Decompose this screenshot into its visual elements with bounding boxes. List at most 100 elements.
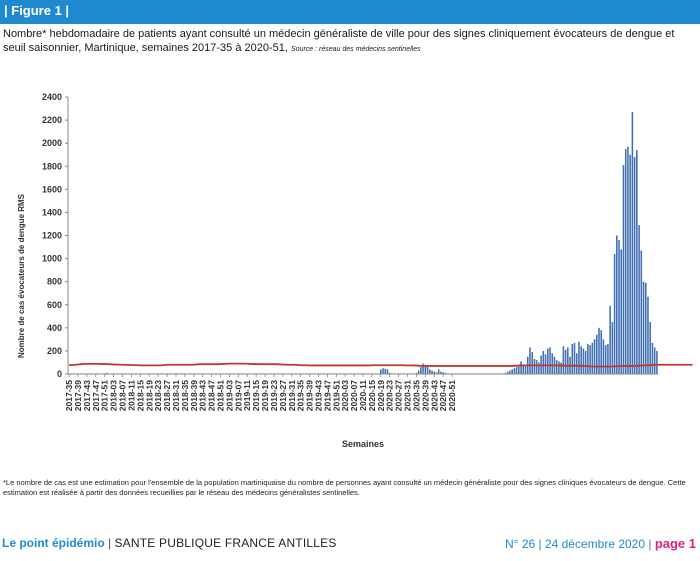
bar	[589, 345, 591, 374]
bar	[509, 370, 511, 374]
page-footer: Le point épidémio | SANTE PUBLIQUE FRANC…	[0, 536, 700, 554]
x-tick-label: 2020-15	[367, 380, 377, 411]
x-tick-label: 2017-35	[64, 380, 74, 411]
y-tick-label: 1400	[42, 207, 62, 217]
x-tick-label: 2018-31	[171, 380, 181, 411]
bar	[388, 372, 391, 374]
bar	[531, 352, 533, 374]
bar	[609, 305, 611, 374]
bar	[533, 359, 536, 374]
x-tick-label: 2017-39	[73, 380, 83, 411]
bar	[538, 362, 540, 374]
x-tick-label: 2017-51	[100, 380, 110, 411]
bar	[647, 296, 649, 374]
y-tick-label: 1600	[42, 184, 62, 194]
dengue-weekly-chart: 0 200 400 600 800 1000 1200 1400 1600 1800 2000 220…	[17, 92, 693, 449]
x-tick-label: 2020-39	[420, 380, 430, 411]
bar	[598, 327, 600, 374]
x-tick-label: 2018-47	[207, 380, 217, 411]
x-tick-label: 2018-03	[109, 380, 119, 411]
y-tick-label: 1200	[42, 231, 62, 241]
x-tick-label: 2020-27	[394, 380, 404, 411]
y-tick-label: 0	[57, 369, 62, 379]
x-tick-label: 2018-11	[126, 380, 136, 411]
x-tick-label: 2018-07	[118, 380, 128, 411]
bar	[529, 347, 531, 374]
y-tick-label: 600	[47, 300, 62, 310]
issue-info: N° 26 | 24 décembre 2020 |	[505, 537, 655, 551]
bar	[613, 253, 616, 374]
x-tick-label: 2020-47	[438, 380, 448, 411]
organization-name: SANTE PUBLIQUE FRANCE ANTILLES	[114, 536, 337, 550]
x-tick-label: 2020-11	[358, 380, 368, 411]
bar	[506, 371, 509, 374]
x-tick-label: 2019-15	[251, 380, 261, 411]
bar	[636, 150, 638, 374]
footer-separator: |	[104, 536, 115, 550]
x-tick-label: 2018-27	[162, 380, 172, 411]
x-tick-label: 2019-35	[296, 380, 306, 411]
bar	[515, 367, 518, 374]
y-axis: 0 200 400 600 800 1000 1200 1400 1600 1800 2000 220…	[42, 92, 69, 379]
y-tick-label: 200	[47, 346, 62, 356]
bar	[631, 112, 634, 374]
bar	[426, 367, 429, 374]
x-tick-label: 2019-51	[331, 380, 341, 411]
bar	[595, 334, 598, 374]
bar	[624, 148, 627, 374]
x-tick-label: 2020-31	[403, 380, 413, 411]
x-tick-label: 2019-07	[233, 380, 243, 411]
bar	[382, 368, 384, 374]
bar	[544, 354, 547, 374]
bar	[551, 353, 554, 374]
x-tick-label: 2017-43	[82, 380, 92, 411]
bars-group	[68, 112, 658, 375]
footer-right: N° 26 | 24 décembre 2020 | page 1	[505, 536, 696, 551]
bar	[656, 350, 658, 374]
x-tick-label: 2019-03	[224, 380, 234, 411]
bar	[547, 348, 549, 374]
bar	[549, 347, 551, 374]
bar	[600, 330, 603, 374]
bar	[560, 362, 562, 374]
x-tick-label: 2019-11	[242, 380, 252, 411]
bar	[520, 361, 522, 374]
bar	[384, 368, 387, 374]
caption-text: Nombre* hebdomadaire de patients ayant c…	[3, 28, 675, 54]
x-tick-label: 2018-15	[135, 380, 145, 411]
x-tick-label: 2018-23	[153, 380, 163, 411]
x-tick-label: 2019-23	[269, 380, 279, 411]
bar	[429, 369, 431, 374]
y-tick-label: 800	[47, 277, 62, 287]
bar	[649, 322, 651, 374]
bar	[106, 372, 108, 374]
x-tick-label: 2018-51	[216, 380, 226, 411]
y-tick-label: 2400	[42, 92, 62, 102]
y-tick-label: 1000	[42, 254, 62, 264]
x-tick-label: 2019-27	[278, 380, 288, 411]
bar	[575, 353, 578, 374]
page-number: page 1	[654, 536, 696, 551]
x-tick-label: 2020-35	[411, 380, 421, 411]
x-tick-label: 2019-19	[260, 380, 270, 411]
x-tick-label: 2019-43	[313, 380, 323, 411]
figure-banner: | Figure 1 |	[0, 0, 700, 24]
bar	[602, 339, 605, 375]
footer-left: Le point épidémio | SANTE PUBLIQUE FRANC…	[2, 536, 337, 550]
bar	[511, 369, 513, 374]
x-tick-label: 2018-19	[144, 380, 154, 411]
threshold-line-group	[69, 362, 693, 368]
x-axis: 2017-352017-392017-432017-472017-512018-…	[64, 373, 658, 411]
bar	[386, 369, 389, 374]
bar	[580, 346, 582, 374]
x-tick-label: 2020-43	[429, 380, 439, 411]
x-tick-label: 2017-47	[91, 380, 101, 411]
bar	[620, 249, 623, 374]
y-tick-label: 1800	[42, 161, 62, 171]
bar	[424, 364, 427, 374]
bar	[618, 240, 620, 374]
bar	[587, 343, 589, 374]
y-axis-title: Nombre de cas évocateurs de dengue RMS	[17, 193, 26, 358]
bar	[607, 343, 609, 374]
bar	[440, 371, 442, 374]
